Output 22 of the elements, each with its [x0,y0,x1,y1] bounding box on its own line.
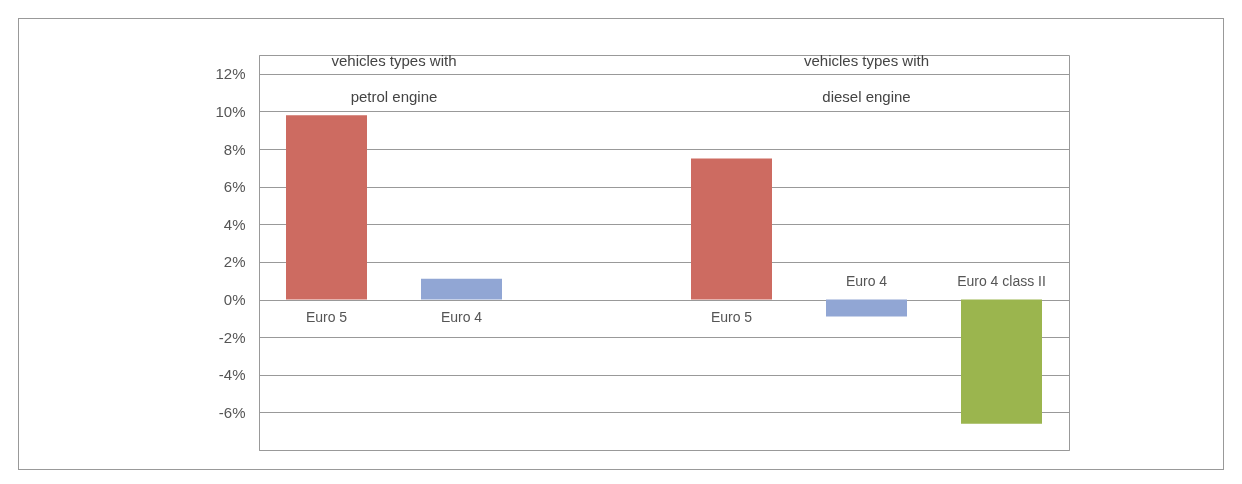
y-tick-label: -6% [218,403,246,421]
y-tick-label: 6% [223,178,246,196]
x-tick-label: Euro 5 [305,308,348,325]
y-tick-label: 0% [223,291,246,309]
x-tick-label: Euro 5 [710,308,753,325]
x-tick-label: Euro 4 class II [957,272,1046,289]
bar [286,115,367,300]
bar [421,278,502,300]
bar [826,299,907,317]
text: vehicles types with petrol engine [331,52,457,105]
y-tick-label: 2% [223,253,246,271]
y-tick-label: 8% [223,140,246,158]
y-tick-label: -4% [218,366,246,384]
x-tick-label: Euro 4 [440,308,483,325]
x-tick-label: Euro 4 [845,272,888,289]
y-tick-label: -2% [218,328,246,346]
y-tick-label: 4% [223,215,246,233]
bar [961,299,1042,424]
y-tick-label: 10% [215,102,246,120]
text: vehicles types with diesel engine [803,52,930,105]
y-tick-label: 12% [215,65,246,83]
bar [691,158,772,300]
